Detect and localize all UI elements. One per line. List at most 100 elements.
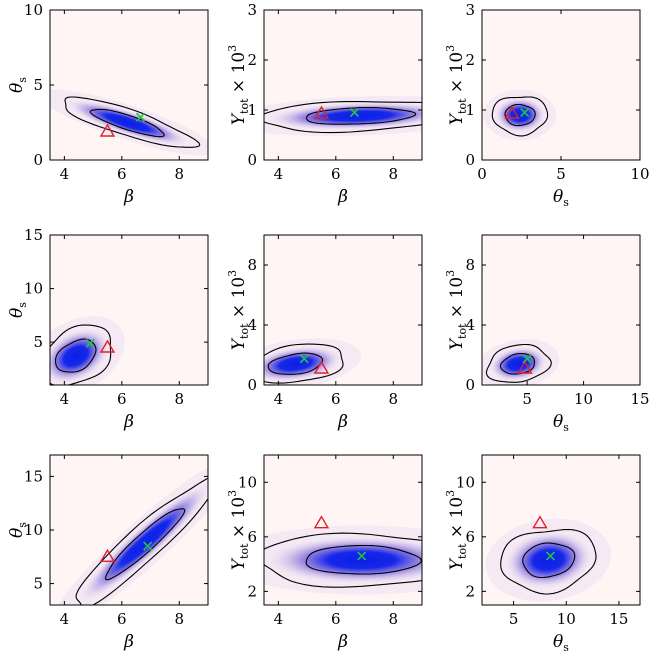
- x-tick-label: 4: [274, 165, 284, 183]
- y-tick-label: 10: [456, 473, 475, 491]
- contour-outer: [264, 343, 344, 384]
- x-axis-label: β: [337, 412, 348, 432]
- theta-subscript: s: [563, 641, 569, 654]
- y-superscript: 3: [444, 270, 457, 277]
- y-tick-label: 8: [465, 256, 475, 274]
- theta-subscript: s: [563, 421, 569, 434]
- y-tick-label: 3: [247, 1, 257, 19]
- x-tick-label: 4: [60, 390, 70, 408]
- contour-outer: [64, 96, 201, 148]
- panel-2-2: 5 10 15 2 6 10 θs Ytot × 103: [444, 454, 641, 654]
- y-superscript: 3: [226, 270, 239, 277]
- y-tick-label: 5: [33, 575, 43, 593]
- x-axis-label: β: [337, 187, 348, 207]
- truth-triangle-marker: [504, 105, 520, 119]
- truth-triangle-marker: [99, 123, 116, 137]
- x-tick-label: 10: [630, 165, 649, 183]
- contour-outer: [485, 343, 552, 383]
- y-tick-label: 8: [247, 256, 257, 274]
- theta-subscript: s: [563, 196, 569, 209]
- theta-symbol: θ: [553, 187, 563, 207]
- theta-subscript: s: [16, 77, 29, 83]
- contour-inner: [89, 108, 165, 138]
- x-tick-label: 8: [174, 390, 184, 408]
- estimate-x-marker: [143, 541, 153, 551]
- estimate-x-marker: [357, 551, 367, 561]
- density-field: [485, 518, 611, 602]
- y-times: × 10: [229, 277, 249, 324]
- y-tick-label: 15: [24, 467, 43, 485]
- y-axis-label: Ytot × 103: [226, 45, 251, 125]
- x-tick-label: 4: [60, 610, 70, 628]
- y-tick-label: 2: [247, 582, 257, 600]
- y-tick-label: 4: [465, 316, 475, 334]
- y-tick-label: 6: [465, 528, 475, 546]
- truth-triangle-marker: [517, 360, 533, 374]
- contour-inner: [305, 544, 422, 575]
- y-tick-label: 5: [33, 76, 43, 94]
- estimate-x-marker: [85, 338, 95, 348]
- y-tick-label: 15: [24, 226, 43, 244]
- truth-triangle-marker: [99, 339, 116, 353]
- beta-symbol: β: [337, 412, 348, 432]
- y-axis-label: Ytot × 103: [226, 270, 251, 350]
- x-tick-label: 6: [331, 610, 341, 628]
- density-field: [264, 525, 422, 595]
- x-axis-label: θs: [553, 412, 569, 434]
- y-tick-label: 10: [24, 280, 43, 298]
- theta-symbol: θ: [7, 83, 27, 93]
- contour-outer: [75, 477, 208, 605]
- y-tick-label: 1: [465, 101, 475, 119]
- contour-outer: [50, 324, 112, 385]
- contour-inner: [504, 103, 536, 127]
- y-superscript: 3: [226, 45, 239, 52]
- theta-symbol: θ: [553, 632, 563, 652]
- x-tick-label: 6: [117, 610, 127, 628]
- y-subscript: tot: [238, 98, 251, 114]
- theta-subscript: s: [16, 522, 29, 528]
- y-tick-label: 10: [238, 473, 257, 491]
- y-tick-label: 3: [465, 1, 475, 19]
- contour-inner: [267, 352, 324, 375]
- beta-symbol: β: [123, 632, 134, 652]
- y-symbol: Y: [447, 112, 467, 125]
- estimate-x-marker: [522, 354, 532, 364]
- beta-symbol: β: [337, 632, 348, 652]
- y-times: × 10: [447, 52, 467, 99]
- estimate-x-marker: [545, 551, 556, 561]
- truth-triangle-marker: [99, 548, 116, 562]
- beta-symbol: β: [123, 412, 134, 432]
- x-axis-label: β: [123, 412, 134, 432]
- x-tick-label: 4: [274, 390, 284, 408]
- x-axis-label: β: [123, 187, 134, 207]
- plot-background: [264, 10, 422, 160]
- y-times: × 10: [229, 52, 249, 99]
- y-symbol: Y: [447, 337, 467, 350]
- panel-1-2: 5 10 15 0 4 8 θs Ytot × 103: [444, 234, 650, 434]
- estimate-x-marker: [520, 107, 530, 118]
- x-tick-label: 15: [630, 390, 649, 408]
- theta-subscript: s: [16, 302, 29, 308]
- contour-inner: [104, 508, 186, 581]
- y-tick-label: 2: [247, 51, 257, 69]
- estimate-x-marker: [299, 354, 309, 364]
- x-tick-label: 0: [477, 165, 487, 183]
- x-tick-label: 4: [60, 165, 70, 183]
- x-tick-label: 15: [609, 610, 628, 628]
- beta-symbol: β: [337, 187, 348, 207]
- contour-outer: [264, 101, 422, 134]
- y-tick-label: 10: [24, 521, 43, 539]
- y-superscript: 3: [226, 490, 239, 497]
- y-subscript: tot: [456, 98, 469, 114]
- contour-outer: [500, 528, 597, 595]
- axes-frame: [263, 234, 423, 386]
- contour-inner: [54, 338, 97, 373]
- y-tick-label: 1: [247, 101, 257, 119]
- y-axis-label: θs: [7, 77, 29, 93]
- x-axis-label: β: [337, 632, 348, 652]
- x-tick-label: 10: [557, 610, 576, 628]
- density-core: [489, 346, 547, 382]
